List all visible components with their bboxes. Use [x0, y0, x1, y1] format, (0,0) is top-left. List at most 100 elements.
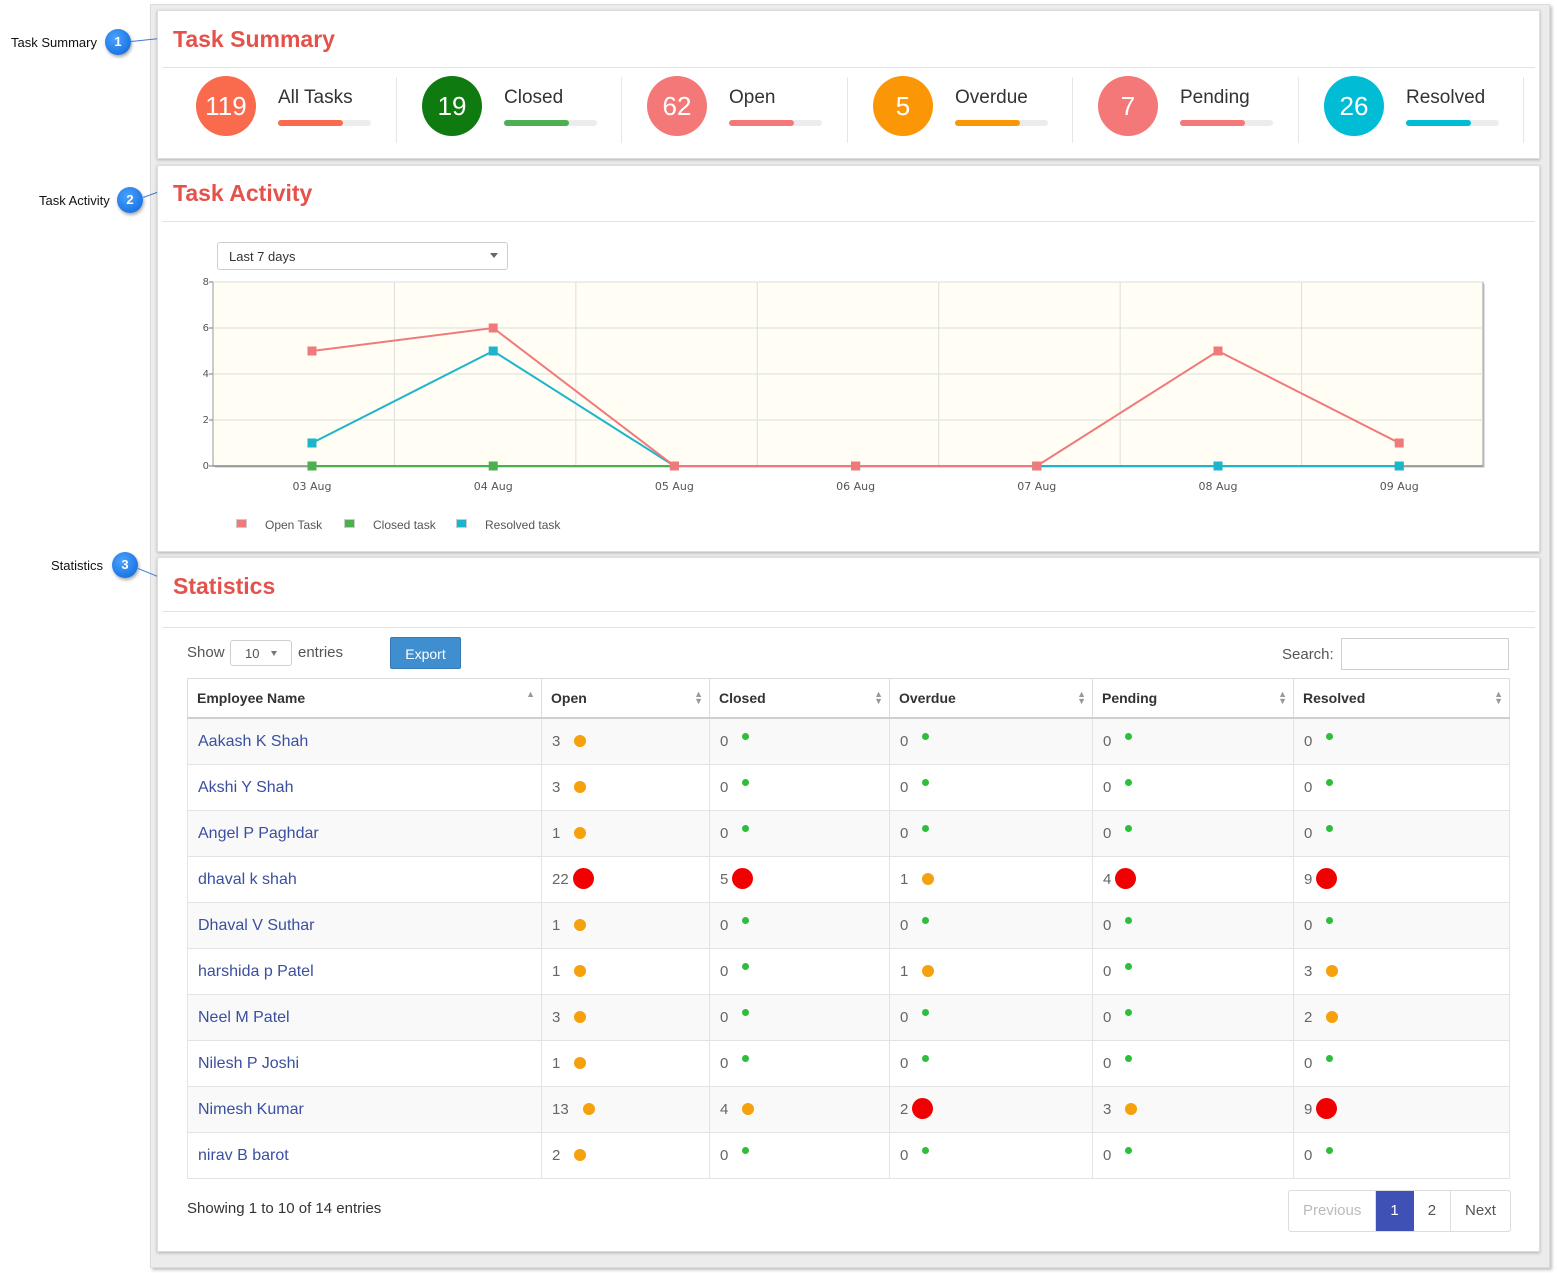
status-dot-orange — [574, 1056, 587, 1069]
employee-link[interactable]: Nimesh Kumar — [198, 1100, 304, 1118]
table-row: Nilesh P Joshi 1 0 0 0 0 — [187, 1040, 1510, 1087]
summary-progress-track — [1180, 120, 1273, 126]
page-length-select[interactable]: 10 — [230, 640, 292, 666]
x-tick-label: 07 Aug — [1017, 480, 1056, 493]
resolved-cell: 9 — [1293, 856, 1510, 903]
column-header-resolved[interactable]: Resolved ▲ ▼ — [1293, 678, 1510, 719]
overdue-cell: 0 — [889, 1040, 1093, 1087]
count-value: 0 — [900, 917, 909, 935]
employee-name-cell: Aakash K Shah — [187, 717, 542, 765]
data-point-0 — [669, 461, 679, 471]
summary-count-circle: 19 — [422, 76, 482, 136]
count-value: 0 — [900, 1009, 909, 1027]
export-button[interactable]: Export — [390, 637, 461, 669]
date-range-select[interactable]: Last 7 days — [217, 242, 508, 270]
count-value: 1 — [900, 963, 909, 981]
summary-pending[interactable]: 7 Pending — [1098, 76, 1313, 146]
count-value: 0 — [720, 963, 729, 981]
summary-progress-fill — [1406, 120, 1472, 126]
data-point-2 — [1394, 461, 1404, 471]
open-cell: 2 — [541, 1132, 710, 1179]
summary-progress-track — [729, 120, 822, 126]
sort-asc-icon: ▲ — [526, 689, 535, 699]
count-value: 2 — [552, 1147, 561, 1165]
summary-all-tasks[interactable]: 119 All Tasks — [196, 76, 411, 146]
table-info: Showing 1 to 10 of 14 entries — [187, 1200, 382, 1217]
closed-cell: 0 — [709, 1040, 890, 1087]
callout-badge-1: 1 — [105, 29, 131, 55]
open-cell: 22 — [541, 856, 710, 903]
employee-link[interactable]: Dhaval V Suthar — [198, 916, 315, 934]
status-dot-orange — [1125, 1102, 1138, 1115]
resolved-cell: 0 — [1293, 764, 1510, 811]
status-dot-green — [922, 917, 930, 925]
summary-separator — [847, 77, 848, 143]
summary-progress-fill — [1180, 120, 1246, 126]
task-summary-title: Task Summary — [173, 26, 335, 52]
employee-link[interactable]: dhaval k shah — [198, 870, 297, 888]
employee-link[interactable]: nirav B barot — [198, 1146, 289, 1164]
count-value: 0 — [900, 1055, 909, 1073]
employee-link[interactable]: Aakash K Shah — [198, 732, 309, 750]
overdue-cell: 0 — [889, 902, 1093, 949]
y-tick-label: 0 — [203, 461, 209, 472]
legend-closed-task[interactable]: Closed task — [344, 518, 436, 532]
employee-link[interactable]: Akshi Y Shah — [198, 778, 294, 796]
employee-link[interactable]: Nilesh P Joshi — [198, 1054, 300, 1072]
column-header-label: Pending — [1102, 690, 1158, 706]
count-value: 0 — [1304, 825, 1313, 843]
legend-resolved-task[interactable]: Resolved task — [456, 518, 560, 532]
employee-link[interactable]: Angel P Paghdar — [198, 824, 319, 842]
column-header-open[interactable]: Open ▲ ▼ — [541, 678, 710, 719]
employee-name-cell: Angel P Paghdar — [187, 810, 542, 857]
pagination-previous[interactable]: Previous — [1289, 1191, 1377, 1231]
column-header-pending[interactable]: Pending ▲ ▼ — [1092, 678, 1294, 719]
status-dot-red — [572, 868, 594, 889]
summary-resolved[interactable]: 26 Resolved — [1324, 76, 1539, 146]
sort-icon: ▲ ▼ — [1494, 689, 1503, 706]
show-label: Show — [187, 644, 225, 661]
employee-link[interactable]: Neel M Patel — [198, 1008, 290, 1026]
column-header-closed[interactable]: Closed ▲ ▼ — [709, 678, 890, 719]
employee-name-cell: Akshi Y Shah — [187, 764, 542, 811]
statistics-card: Statistics Show 10 entries Export Search… — [157, 557, 1540, 1252]
count-value: 1 — [552, 963, 561, 981]
count-value: 0 — [720, 1009, 729, 1027]
status-dot-green — [922, 1147, 930, 1155]
summary-overdue[interactable]: 5 Overdue — [873, 76, 1088, 146]
status-dot-orange — [582, 1102, 595, 1115]
summary-open[interactable]: 62 Open — [647, 76, 862, 146]
summary-separator — [396, 77, 397, 143]
data-point-0 — [307, 346, 317, 356]
column-header-employee-name[interactable]: Employee Name ▲ — [187, 678, 542, 719]
table-row: Aakash K Shah 3 0 0 0 0 — [187, 717, 1510, 765]
pagination-next[interactable]: Next — [1465, 1202, 1496, 1219]
table-row: nirav B barot 2 0 0 0 0 — [187, 1132, 1510, 1179]
legend-label: Resolved task — [485, 518, 561, 532]
closed-cell: 0 — [709, 764, 890, 811]
pending-cell: 0 — [1092, 717, 1294, 765]
table-header-row: Employee Name ▲ Open ▲ ▼ Closed ▲ ▼ Overdue ▲ ▼… — [187, 678, 1510, 719]
employee-name-cell: harshida p Patel — [187, 948, 542, 995]
column-header-overdue[interactable]: Overdue ▲ ▼ — [889, 678, 1093, 719]
pagination-page-1[interactable]: 1 — [1376, 1191, 1414, 1231]
summary-count-circle: 7 — [1098, 76, 1158, 136]
employee-name-cell: Dhaval V Suthar — [187, 902, 542, 949]
summary-closed[interactable]: 19 Closed — [422, 76, 637, 146]
search-label: Search: — [1282, 646, 1334, 663]
closed-cell: 0 — [709, 902, 890, 949]
employee-link[interactable]: harshida p Patel — [198, 962, 314, 980]
count-value: 0 — [720, 1055, 729, 1073]
data-point-0 — [851, 461, 861, 471]
legend-open-task[interactable]: Open Task — [236, 518, 322, 532]
status-dot-orange — [574, 826, 587, 839]
search-input[interactable] — [1341, 638, 1509, 670]
callout-badge-3: 3 — [112, 552, 138, 578]
count-value: 0 — [1304, 1147, 1313, 1165]
table-row: Neel M Patel 3 0 0 0 2 — [187, 994, 1510, 1041]
overdue-cell: 0 — [889, 810, 1093, 857]
status-dot-orange — [574, 1148, 587, 1161]
chevron-down-icon — [490, 253, 498, 258]
pagination-page-2[interactable]: 2 — [1414, 1191, 1452, 1231]
status-dot-green — [922, 1055, 930, 1063]
